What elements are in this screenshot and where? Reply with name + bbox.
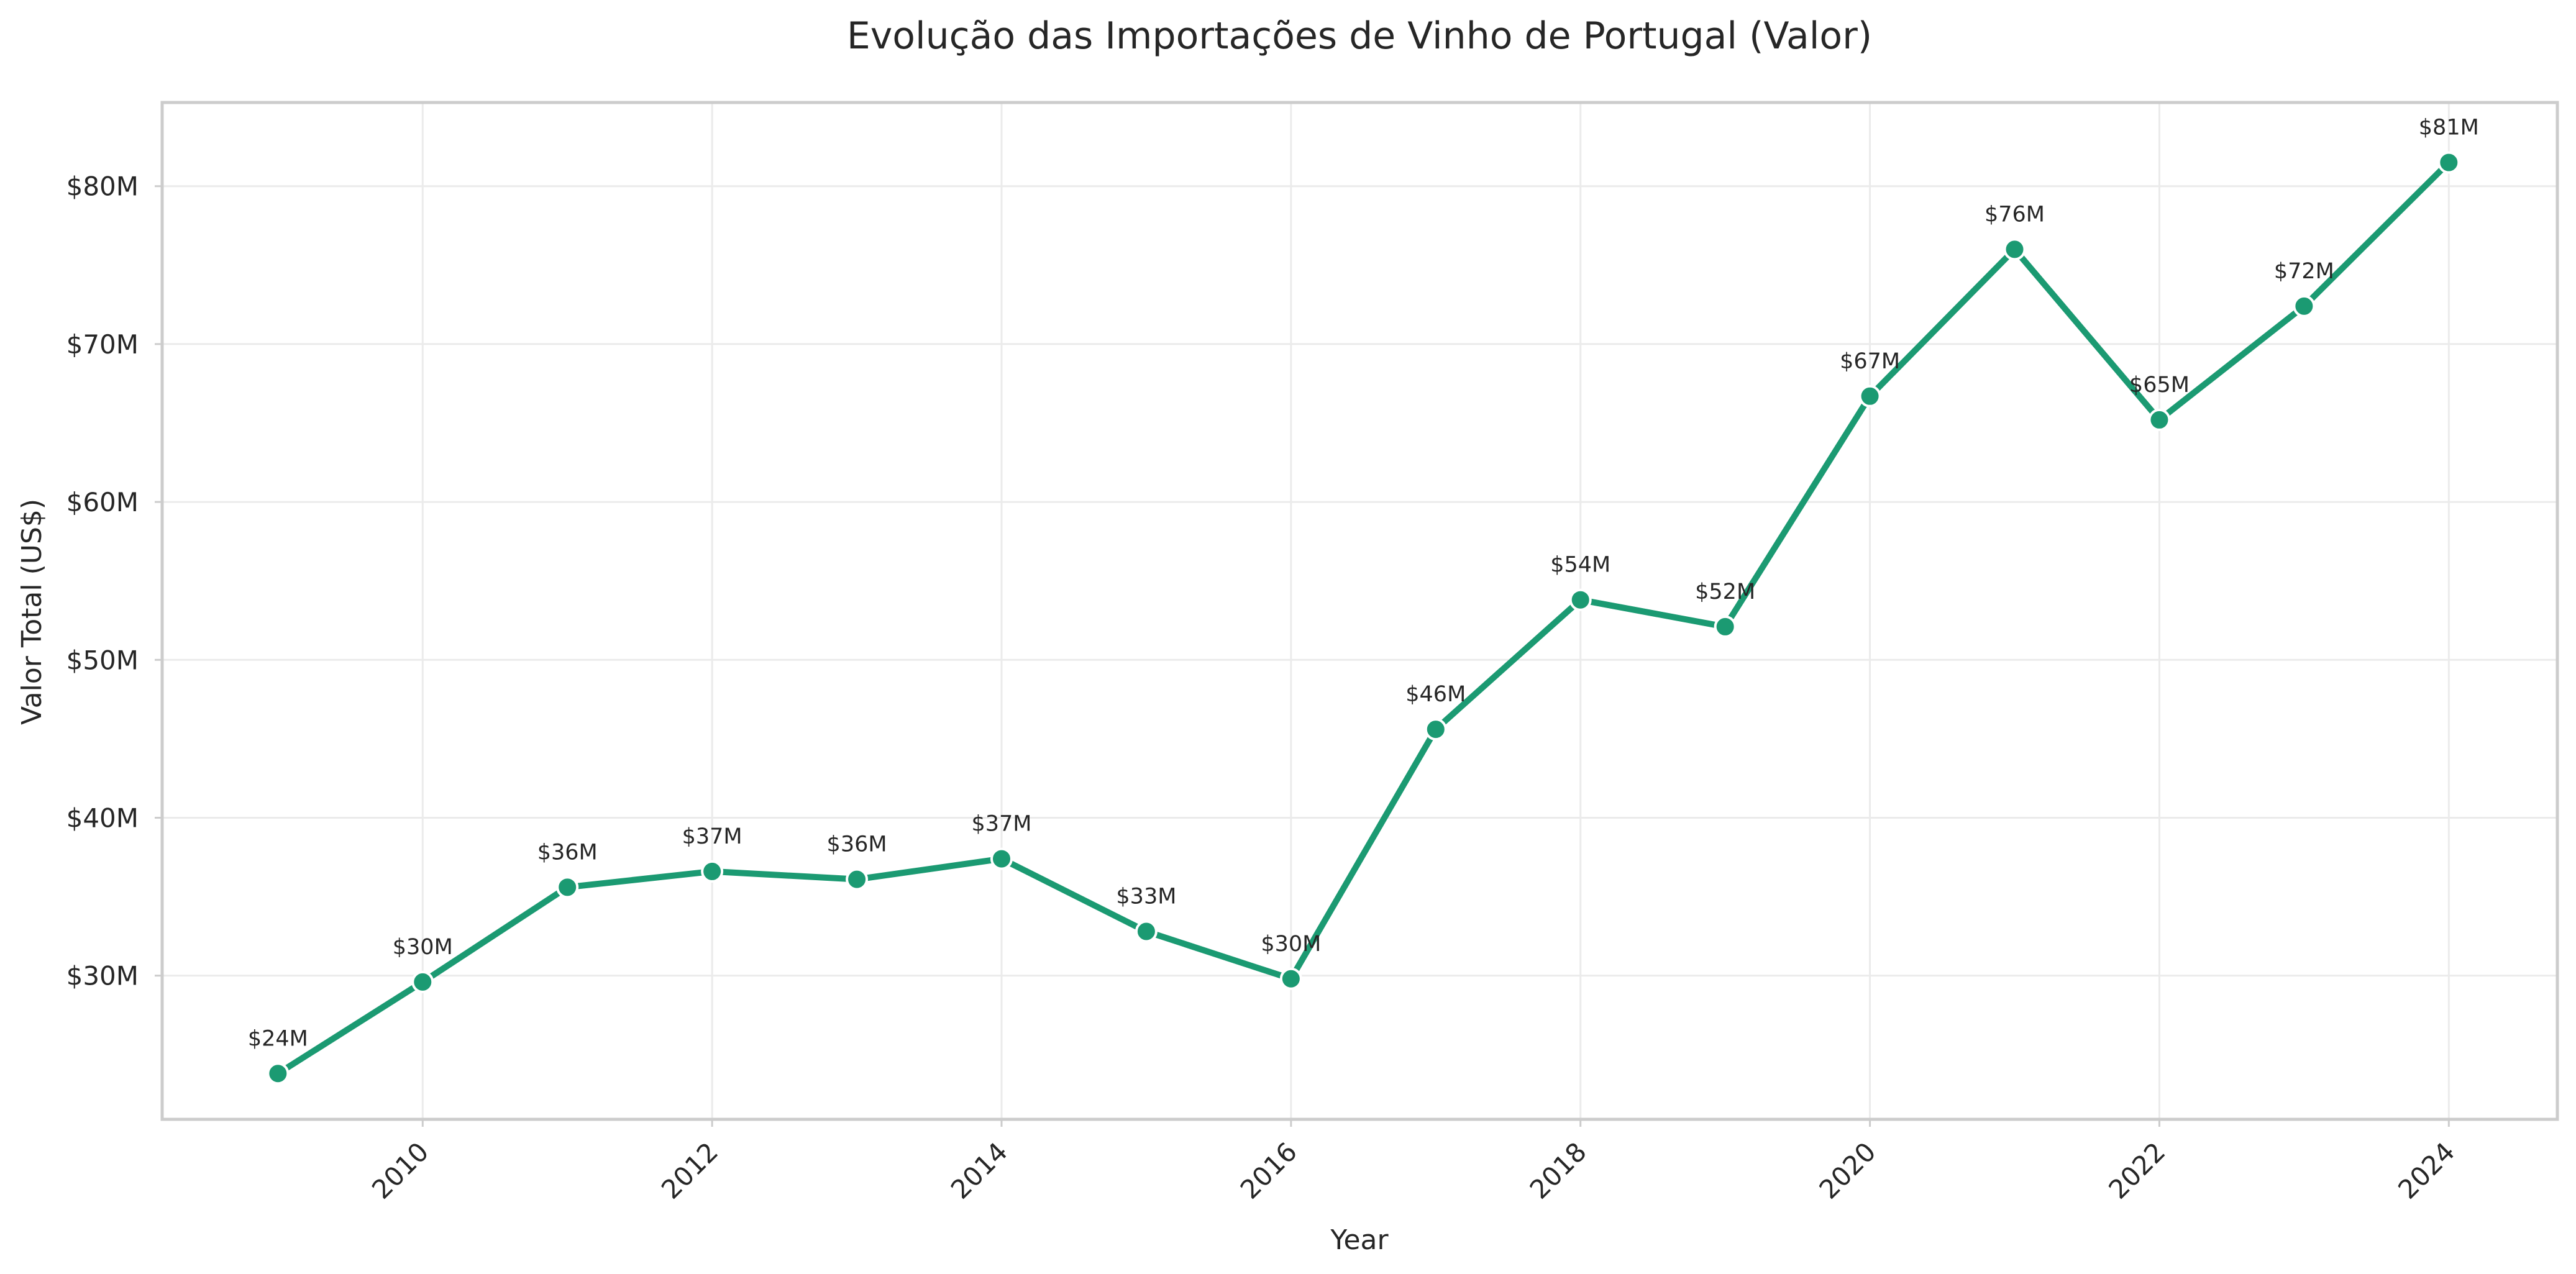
data-point [701, 860, 724, 883]
data-label: $65M [2129, 373, 2190, 398]
plot-area [160, 101, 2559, 1121]
data-label: $30M [393, 935, 453, 960]
x-tick-label: 2016 [1235, 1136, 1303, 1204]
data-point [846, 868, 869, 891]
y-tick-label: $30M [66, 961, 139, 991]
data-point [1135, 920, 1158, 943]
grid [162, 102, 2557, 1119]
y-tick-label: $60M [66, 487, 139, 517]
data-label: $36M [827, 832, 887, 857]
x-axis: 2010 2012 2014 2016 2018 2020 2022 2024 [366, 1119, 2460, 1205]
x-axis-label: Year [1330, 1224, 1389, 1256]
series-layer [267, 151, 2460, 1085]
y-tick-label: $80M [66, 171, 139, 202]
data-point [1858, 384, 1881, 407]
data-label: $54M [1550, 553, 1610, 578]
data-point [2148, 408, 2171, 431]
data-label: $46M [1405, 682, 1466, 707]
data-labels: $24M $30M $36M $37M $36M $37M $33M $30M $46M $54M… [248, 116, 2479, 1052]
data-point [2293, 294, 2316, 317]
data-point [1714, 615, 1737, 638]
data-point [1279, 967, 1302, 990]
y-tick-label: $50M [66, 645, 139, 675]
x-tick-label: 2022 [2103, 1136, 2171, 1204]
x-tick-label: 2010 [366, 1136, 434, 1204]
y-axis-label: Valor Total (US$) [16, 499, 48, 725]
x-tick-label: 2018 [1524, 1136, 1592, 1204]
data-label: $30M [1261, 932, 1321, 957]
series-line [275, 159, 2452, 1077]
data-label: $67M [1840, 349, 1900, 374]
x-tick-label: 2020 [1813, 1136, 1881, 1204]
data-label: $72M [2274, 259, 2334, 284]
data-point [267, 1062, 290, 1085]
data-point [1424, 718, 1447, 741]
data-label: $76M [1985, 202, 2045, 227]
data-point [2003, 238, 2026, 261]
data-point [411, 970, 434, 993]
data-label: $37M [971, 812, 1031, 837]
data-label: $33M [1116, 885, 1176, 909]
chart-title: Evolução das Importações de Vinho de Por… [847, 14, 1872, 58]
data-point [2437, 151, 2460, 174]
data-label: $37M [682, 824, 742, 849]
data-label: $24M [248, 1026, 308, 1051]
y-axis: $30M $40M $50M $60M $70M $80M [66, 171, 162, 991]
y-tick-label: $70M [66, 329, 139, 360]
data-point [1569, 588, 1592, 611]
data-point [556, 876, 579, 899]
data-label: $36M [537, 840, 598, 865]
y-tick-label: $40M [66, 803, 139, 833]
data-label: $81M [2419, 116, 2479, 140]
x-tick-label: 2012 [655, 1136, 724, 1204]
x-tick-label: 2024 [2392, 1136, 2460, 1204]
x-tick-label: 2014 [945, 1136, 1013, 1204]
data-label: $52M [1695, 580, 1755, 604]
data-point [990, 847, 1013, 870]
